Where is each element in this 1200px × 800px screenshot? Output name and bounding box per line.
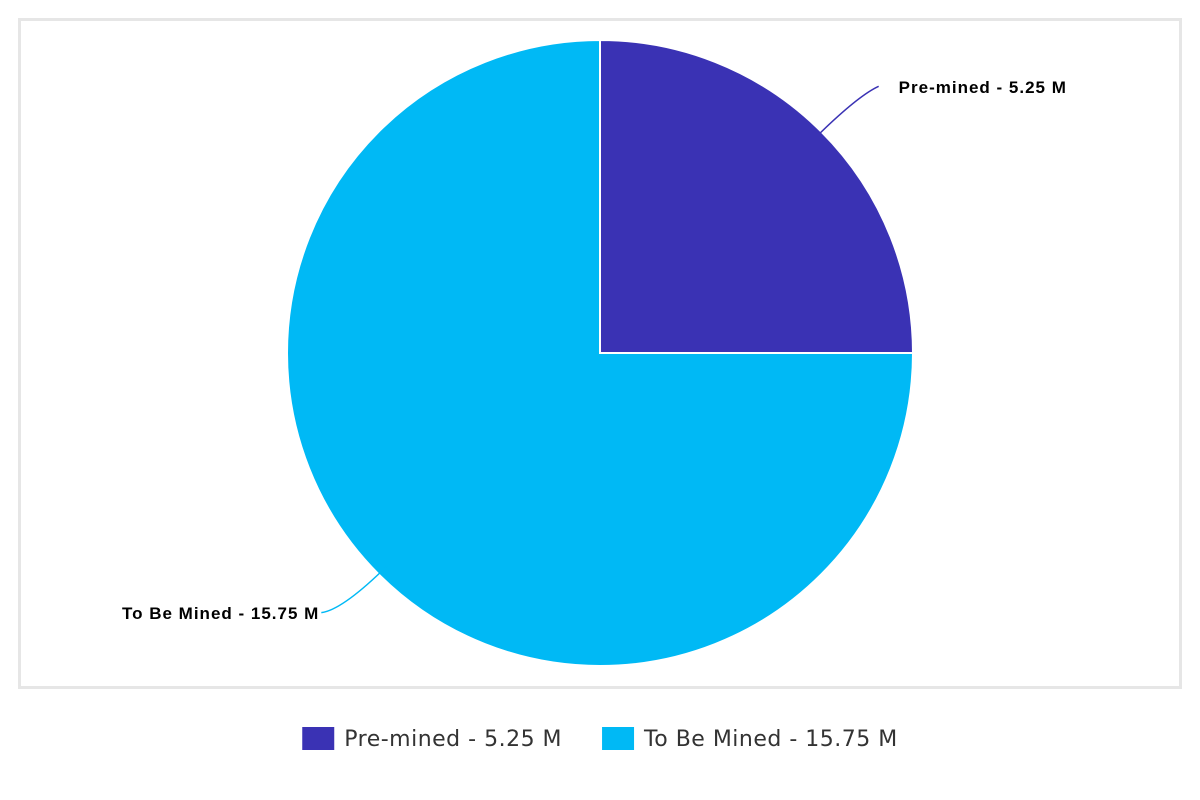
data-label: To Be Mined - 15.75 M: [122, 604, 319, 623]
label-connector: [321, 562, 391, 614]
data-label: Pre-mined - 5.25 M: [899, 78, 1067, 97]
legend-swatch: [602, 727, 635, 750]
label-connector: [809, 85, 879, 144]
legend-label: To Be Mined - 15.75 M: [643, 727, 898, 752]
legend-swatch: [302, 727, 335, 750]
legend-label: Pre-mined - 5.25 M: [344, 727, 562, 752]
